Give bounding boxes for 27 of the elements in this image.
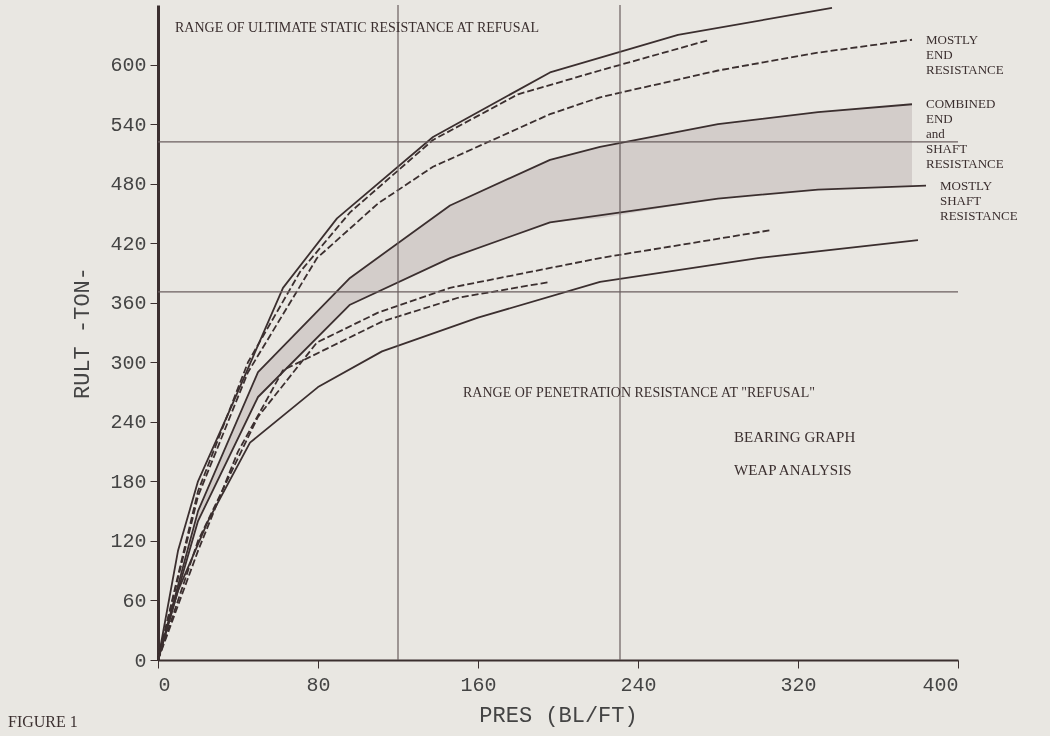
x-tick-label: 160 bbox=[460, 673, 497, 697]
annotation: RANGE OF PENETRATION RESISTANCE AT "REFUSAL" bbox=[463, 385, 815, 400]
y-tick-label: 600 bbox=[110, 54, 147, 78]
y-tick-label: 0 bbox=[134, 649, 147, 673]
x-tick-label: 0 bbox=[158, 673, 171, 697]
x-tick-label: 400 bbox=[922, 673, 959, 697]
text: WEAP ANALYSIS bbox=[734, 462, 852, 479]
y-tick-label: 360 bbox=[110, 292, 147, 316]
y-tick-label: 180 bbox=[110, 470, 147, 494]
x-tick-label: 240 bbox=[620, 673, 657, 697]
y-tick-label: 120 bbox=[110, 530, 147, 554]
series-label: COMBINED END and SHAFT RESISTANCE bbox=[926, 96, 1004, 172]
y-axis-title: RULT -TON- bbox=[71, 266, 97, 400]
x-axis-title: PRES (BL/FT) bbox=[479, 703, 638, 729]
series-label: MOSTLY END RESISTANCE bbox=[926, 31, 1004, 77]
text: BEARING GRAPH bbox=[734, 429, 856, 446]
y-tick-label: 300 bbox=[110, 351, 147, 375]
y-tick-label: 480 bbox=[110, 173, 147, 197]
x-tick-label: 320 bbox=[780, 673, 817, 697]
y-tick-label: 60 bbox=[122, 589, 147, 613]
y-tick-label: 420 bbox=[110, 232, 147, 256]
series-label: MOSTLY SHAFT RESISTANCE bbox=[940, 177, 1018, 223]
y-tick-label: 240 bbox=[110, 411, 147, 435]
annotation: RANGE OF ULTIMATE STATIC RESISTANCE AT REFUSAL bbox=[175, 20, 540, 35]
y-tick-label: 540 bbox=[110, 113, 147, 137]
caption: FIGURE 1 bbox=[8, 713, 78, 730]
x-tick-label: 80 bbox=[306, 673, 331, 697]
